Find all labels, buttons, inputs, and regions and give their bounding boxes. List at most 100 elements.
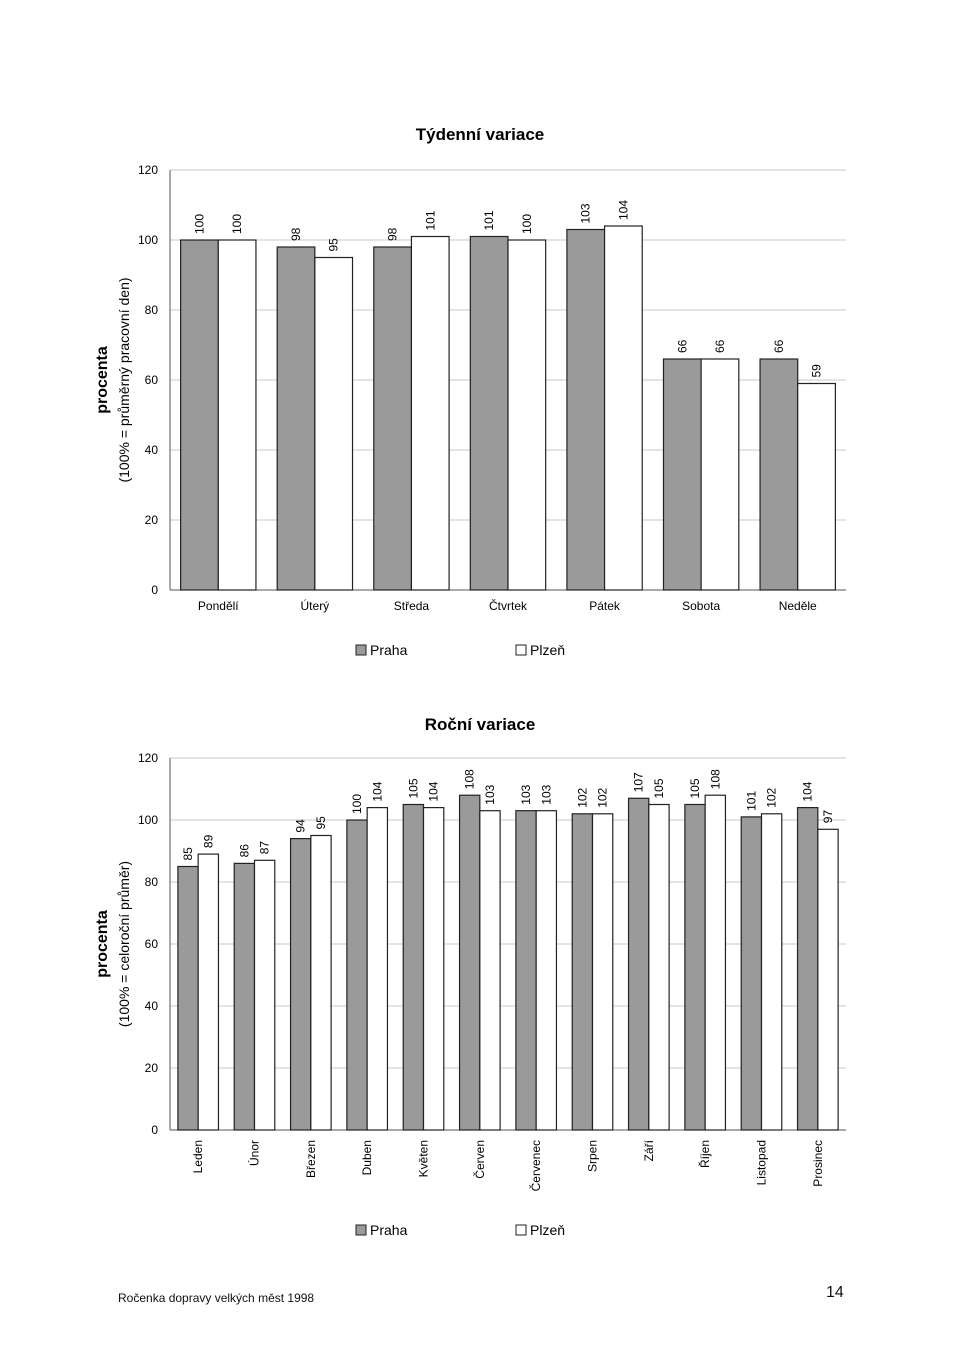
bar-praha-5	[458, 794, 481, 1131]
data-label: 101	[423, 210, 437, 230]
bar-praha-3	[346, 819, 368, 1131]
bar-praha-2	[373, 246, 413, 591]
data-label: 105	[652, 778, 666, 798]
data-label: 100	[230, 214, 244, 234]
data-label: 103	[519, 784, 533, 804]
data-label: 87	[258, 841, 272, 855]
data-label: 105	[406, 778, 420, 798]
category-label: Prosinec	[811, 1140, 825, 1187]
category-label: Listopad	[755, 1140, 769, 1185]
bar-praha-5	[662, 358, 702, 591]
y-tick-label: 0	[151, 1123, 158, 1137]
y-tick-label: 60	[145, 937, 159, 951]
annual-variation-chart: Roční variace procenta (100% = celoroční p…	[94, 715, 846, 1238]
data-label: 102	[765, 787, 779, 807]
bar-praha-10	[740, 816, 763, 1131]
data-label: 103	[483, 784, 497, 804]
bar-plze-7	[591, 813, 614, 1131]
category-label: Květen	[417, 1140, 431, 1177]
bar-praha-7	[571, 813, 594, 1131]
y-axis-label-note: (100% = průměrný pracovní den)	[116, 277, 132, 482]
data-label: 104	[616, 200, 630, 220]
data-label: 94	[294, 819, 308, 833]
data-label: 66	[675, 339, 689, 353]
data-label: 66	[713, 339, 727, 353]
bar-plze-11	[817, 828, 839, 1131]
y-tick-label: 20	[145, 1061, 159, 1075]
bar-praha-8	[627, 797, 650, 1131]
bar-praha-9	[684, 803, 706, 1131]
legend-label: Plzeň	[530, 642, 565, 658]
y-tick-label: 40	[145, 999, 159, 1013]
bar-praha-11	[796, 806, 819, 1131]
bar-plze-8	[648, 803, 670, 1131]
data-label: 85	[181, 847, 195, 861]
category-label: Pátek	[589, 599, 621, 613]
category-label: Březen	[304, 1140, 318, 1178]
data-label: 66	[772, 339, 786, 353]
y-tick-label: 120	[138, 751, 158, 765]
data-label: 104	[427, 781, 441, 801]
bar-praha-2	[289, 838, 312, 1131]
data-label: 98	[386, 227, 400, 241]
data-label: 100	[192, 214, 206, 234]
y-tick-label: 120	[138, 163, 158, 177]
bar-plze-5	[700, 358, 740, 591]
bar-plze-6	[797, 382, 836, 591]
y-axis-label-note: (100% = celoroční průměr)	[116, 861, 132, 1027]
chart-title: Roční variace	[425, 715, 536, 734]
y-axis-label: procenta	[94, 346, 111, 414]
category-label: Leden	[191, 1140, 205, 1173]
legend-swatch-0	[355, 1224, 367, 1236]
bar-plze-4	[422, 806, 445, 1131]
data-label: 59	[810, 364, 824, 378]
category-label: Úterý	[301, 598, 330, 613]
data-label: 103	[539, 784, 553, 804]
y-tick-label: 40	[145, 443, 159, 457]
data-label: 102	[596, 787, 610, 807]
bar-plze-4	[603, 225, 643, 591]
category-label: Sobota	[682, 599, 720, 613]
bar-plze-5	[479, 810, 501, 1131]
category-label: Únor	[247, 1140, 262, 1166]
bar-plze-10	[760, 813, 783, 1131]
data-label: 104	[370, 781, 384, 801]
data-label: 97	[821, 810, 835, 824]
data-label: 98	[289, 227, 303, 241]
category-label: Září	[642, 1139, 656, 1161]
legend-swatch-1	[515, 644, 527, 656]
bar-plze-2	[410, 235, 450, 591]
y-tick-label: 100	[138, 813, 158, 827]
category-label: Červen	[472, 1140, 487, 1179]
data-label: 105	[688, 778, 702, 798]
bar-praha-4	[402, 803, 425, 1131]
bar-plze-6	[535, 810, 558, 1131]
bar-praha-0	[177, 865, 199, 1131]
bar-plze-2	[310, 834, 332, 1131]
bar-praha-0	[180, 239, 219, 591]
y-tick-label: 100	[138, 233, 158, 247]
y-tick-label: 80	[145, 303, 159, 317]
y-tick-label: 80	[145, 875, 159, 889]
chart-title: Týdenní variace	[416, 125, 545, 144]
bar-plze-3	[507, 239, 547, 591]
category-label: Středa	[394, 599, 430, 613]
data-label: 107	[632, 772, 646, 792]
data-label: 86	[237, 844, 251, 858]
bar-plze-1	[253, 859, 276, 1131]
footer-text: Ročenka dopravy velkých měst 1998	[118, 1291, 315, 1305]
legend-label: Plzeň	[530, 1222, 565, 1238]
data-label: 95	[327, 238, 341, 252]
legend-label: Praha	[370, 642, 408, 658]
bar-plze-0	[197, 853, 220, 1131]
data-label: 108	[708, 769, 722, 789]
bar-plze-0	[217, 239, 257, 591]
data-label: 103	[579, 203, 593, 223]
legend-swatch-1	[515, 1224, 527, 1236]
category-label: Pondělí	[198, 599, 239, 613]
y-axis-label: procenta	[94, 910, 111, 978]
bar-plze-9	[704, 794, 727, 1131]
category-label: Čtvrtek	[489, 598, 528, 613]
bar-plze-1	[314, 256, 354, 591]
category-label: Červenec	[528, 1140, 543, 1191]
